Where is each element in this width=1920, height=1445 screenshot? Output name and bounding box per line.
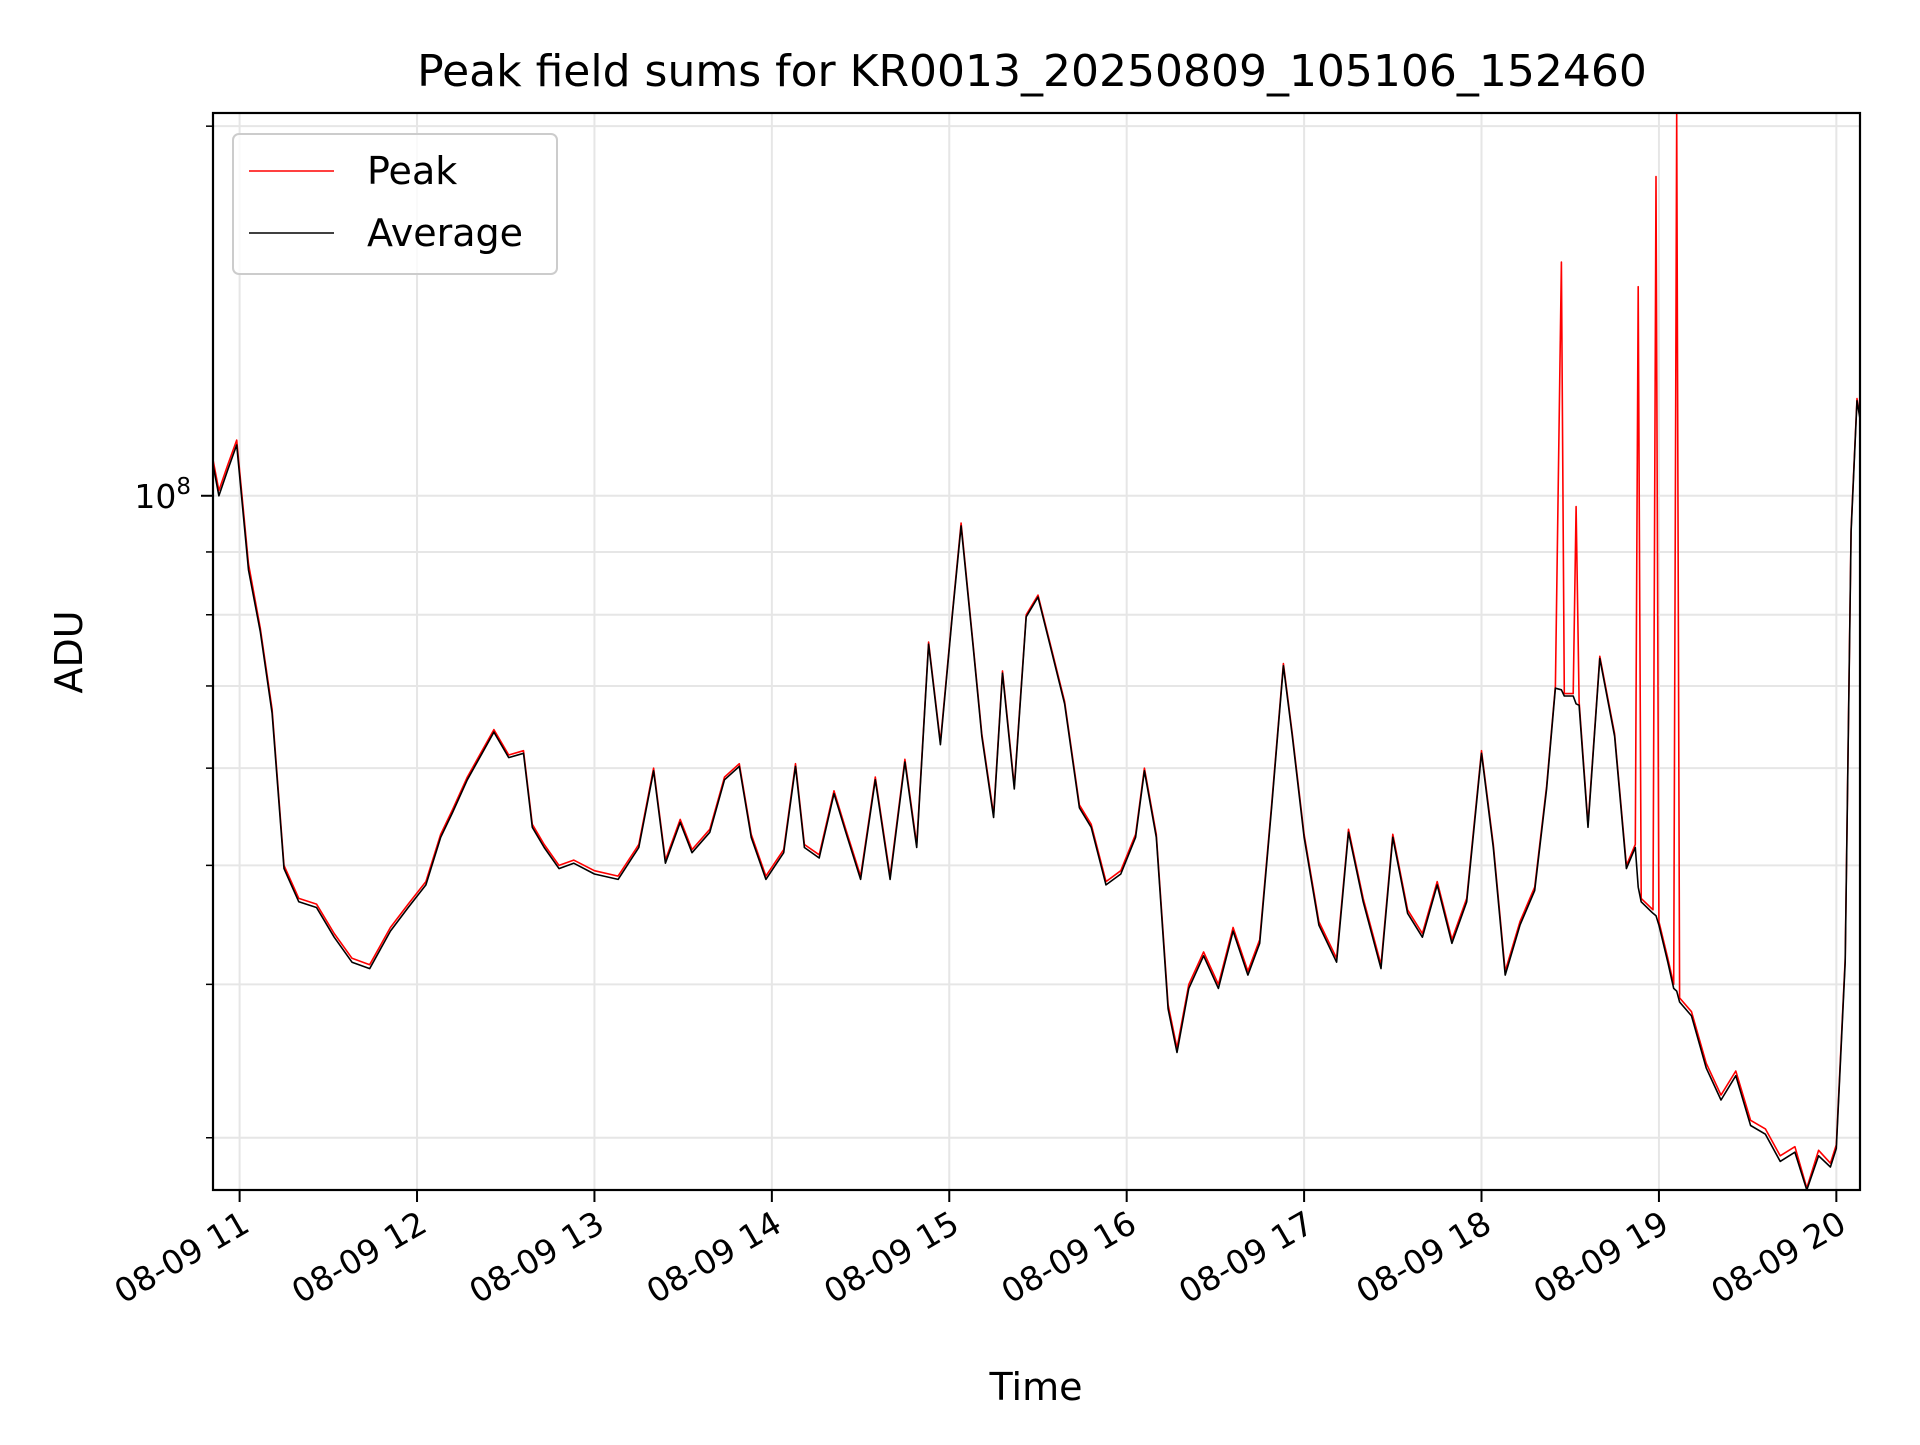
series-line-average bbox=[212, 399, 1861, 1191]
y-axis-ticks: 108 bbox=[134, 125, 213, 1139]
legend-label-peak: Peak bbox=[367, 149, 457, 193]
legend: Peak Average bbox=[232, 133, 558, 275]
y-tick-label-base: 10 bbox=[134, 477, 176, 516]
plot-area-frame bbox=[211, 111, 1862, 1192]
y-tick-label: 108 bbox=[134, 474, 191, 516]
legend-label-average: Average bbox=[367, 211, 523, 255]
x-axis-label: Time bbox=[989, 1365, 1083, 1409]
y-tick-label-exponent: 8 bbox=[176, 474, 191, 500]
y-axis-label: ADU bbox=[47, 610, 91, 693]
legend-box bbox=[232, 133, 558, 275]
series-lines bbox=[212, 112, 1861, 1191]
grid-lines bbox=[213, 113, 1860, 1190]
chart-title: Peak field sums for KR0013_20250809_1051… bbox=[417, 46, 1647, 97]
